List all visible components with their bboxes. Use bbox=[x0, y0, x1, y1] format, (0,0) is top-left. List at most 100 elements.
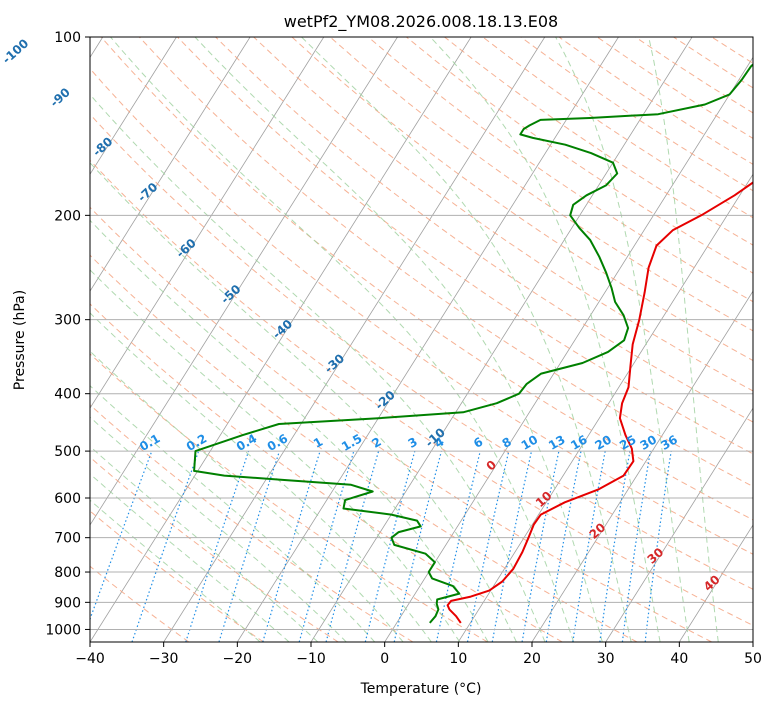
mixing-ratio-line bbox=[621, 450, 651, 642]
isotherm-line bbox=[752, 641, 753, 642]
y-tick-label: 500 bbox=[54, 444, 81, 460]
isotherm-line bbox=[90, 37, 472, 642]
x-tick-label: 20 bbox=[523, 651, 541, 667]
temperature-profile-line bbox=[446, 181, 753, 624]
reference-lines bbox=[90, 37, 753, 642]
chart-title: wetPf2_YM08.2026.008.18.13.E08 bbox=[284, 12, 558, 32]
moist-adiabat-line bbox=[110, 37, 575, 642]
mixing-ratio-line bbox=[572, 450, 606, 642]
isotherm-line bbox=[605, 407, 753, 642]
dry-adiabat-line bbox=[215, 37, 753, 423]
moist-adiabat-line bbox=[90, 269, 461, 642]
y-tick-label: 600 bbox=[54, 491, 81, 507]
dry-adiabat-line bbox=[558, 37, 753, 165]
moist-adiabat-label: 40 bbox=[701, 572, 723, 594]
mixing-ratio-label: 0.2 bbox=[184, 431, 209, 454]
mixing-ratio-label: 1.5 bbox=[339, 431, 364, 454]
mixing-ratio-line bbox=[262, 450, 321, 642]
mixing-ratio-label: 0.6 bbox=[265, 431, 290, 454]
moist-adiabat-line bbox=[301, 37, 632, 642]
mixing-ratio-label: 1 bbox=[311, 434, 325, 450]
x-tick-label: 30 bbox=[597, 651, 615, 667]
x-tick-label: −30 bbox=[149, 651, 179, 667]
dry-adiabat-label: -80 bbox=[90, 134, 115, 159]
mixing-ratio-label: 0.1 bbox=[137, 431, 162, 454]
mixing-ratio-line bbox=[218, 450, 281, 642]
dry-adiabat-line bbox=[329, 37, 753, 332]
dry-adiabat-line bbox=[90, 159, 753, 627]
mixing-ratio-line bbox=[644, 451, 672, 642]
dry-adiabat-line bbox=[90, 510, 264, 642]
mixing-ratio-label: 20 bbox=[592, 432, 613, 452]
dry-adiabat-line bbox=[90, 67, 753, 555]
mixing-ratio-line bbox=[393, 450, 442, 642]
moist-adiabat-line bbox=[90, 162, 517, 642]
dry-adiabat-line bbox=[90, 353, 488, 642]
x-axis-ticks: −40 −30 −20 −10 0 10 20 30 40 50 bbox=[75, 642, 762, 667]
x-tick-label: 10 bbox=[449, 651, 467, 667]
isotherm-line bbox=[531, 290, 753, 642]
moist-adiabat-line bbox=[555, 37, 690, 642]
y-tick-label: 700 bbox=[54, 531, 81, 547]
mixing-ratio-line bbox=[466, 450, 510, 642]
isotherm-line bbox=[310, 37, 693, 642]
dry-adiabat-line bbox=[253, 37, 753, 392]
moist-adiabat-line bbox=[90, 445, 319, 642]
x-tick-label: 50 bbox=[744, 651, 762, 667]
y-axis-label: Pressure (hPa) bbox=[12, 290, 28, 390]
dry-adiabat-line bbox=[90, 404, 414, 642]
mixing-ratio-label: 13 bbox=[546, 432, 567, 452]
mixing-ratio-label: 3 bbox=[406, 434, 420, 450]
isotherm-line bbox=[236, 37, 619, 642]
moist-adiabat-line bbox=[90, 350, 404, 642]
mixing-ratio-line bbox=[185, 450, 250, 642]
dry-adiabat-line bbox=[711, 37, 753, 64]
mixing-ratio-line bbox=[521, 450, 560, 642]
x-tick-label: −10 bbox=[296, 651, 326, 667]
mixing-ratio-label: 0.4 bbox=[234, 431, 259, 454]
dry-adiabat-label: -20 bbox=[372, 388, 397, 413]
isotherm-line bbox=[90, 37, 398, 526]
mixing-ratio-label: 8 bbox=[500, 434, 514, 450]
dry-adiabat-label: -60 bbox=[173, 236, 198, 261]
mixing-ratio-line bbox=[435, 450, 481, 642]
mixing-ratio-label: 16 bbox=[568, 432, 589, 452]
y-tick-label: 1000 bbox=[45, 622, 81, 638]
dry-adiabat-line bbox=[291, 37, 753, 362]
isotherm-line bbox=[457, 173, 753, 642]
dry-adiabat-line bbox=[90, 254, 638, 642]
mixing-ratio-line bbox=[364, 450, 416, 642]
moist-adiabat-line bbox=[648, 37, 719, 642]
dry-adiabat-line bbox=[406, 37, 753, 274]
isotherm-line bbox=[90, 37, 177, 176]
isotherm-line bbox=[90, 37, 251, 292]
x-tick-label: 40 bbox=[670, 651, 688, 667]
mixing-ratio-line bbox=[298, 450, 355, 642]
x-tick-label: 0 bbox=[380, 651, 389, 667]
pressure-gridlines bbox=[90, 36, 753, 630]
moist-adiabat-line bbox=[90, 312, 432, 642]
moist-adiabat-label: 0 bbox=[484, 458, 500, 474]
y-tick-label: 800 bbox=[54, 565, 81, 581]
moist-adiabat-line bbox=[90, 499, 261, 642]
dry-adiabat-line bbox=[100, 37, 753, 521]
mixing-ratio-label: 30 bbox=[638, 432, 659, 452]
dry-adiabat-line bbox=[177, 37, 753, 455]
dry-adiabat-line bbox=[90, 303, 563, 642]
moist-adiabat-line bbox=[429, 37, 661, 642]
plot-frame bbox=[89, 36, 754, 643]
moist-adiabat-line bbox=[90, 416, 347, 642]
dry-adiabat-line bbox=[90, 565, 190, 642]
y-tick-label: 400 bbox=[54, 387, 81, 403]
dry-adiabat-label: -90 bbox=[47, 85, 72, 110]
dry-adiabat-line bbox=[367, 37, 753, 303]
isotherm-line bbox=[678, 524, 753, 642]
y-tick-label: 300 bbox=[54, 313, 81, 329]
dry-adiabat-line bbox=[138, 37, 753, 488]
y-tick-label: 200 bbox=[54, 208, 81, 224]
isotherm-line bbox=[384, 56, 753, 642]
y-tick-label: 100 bbox=[54, 30, 81, 46]
profiles bbox=[193, 63, 753, 624]
dry-adiabat-label: -50 bbox=[218, 282, 243, 307]
